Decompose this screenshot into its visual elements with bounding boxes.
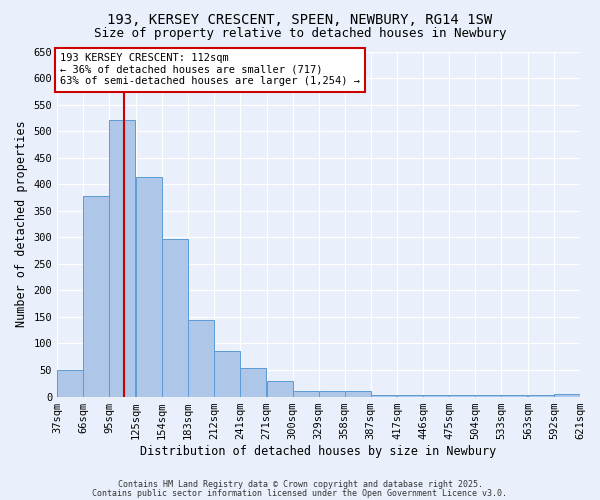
Bar [109,120,135,396]
Text: Contains HM Land Registry data © Crown copyright and database right 2025.: Contains HM Land Registry data © Crown c… [118,480,482,489]
Bar [266,381,293,396]
Bar [293,392,319,396]
Text: 193, KERSEY CRESCENT, SPEEN, NEWBURY, RG14 1SW: 193, KERSEY CRESCENT, SPEEN, NEWBURY, RG… [107,12,493,26]
Bar [188,320,214,396]
Bar [424,395,449,396]
Bar [136,178,162,396]
Bar [344,392,371,396]
Bar [475,395,501,396]
Text: Contains public sector information licensed under the Open Government Licence v3: Contains public sector information licen… [92,488,508,498]
Bar [240,368,266,396]
Text: Size of property relative to detached houses in Newbury: Size of property relative to detached ho… [94,28,506,40]
Bar [501,395,527,396]
Bar [554,394,580,396]
Bar [449,395,475,396]
Bar [83,196,109,396]
Bar [214,351,240,397]
Bar [371,395,397,396]
Bar [162,239,188,396]
Bar [397,395,424,396]
Bar [528,395,554,396]
X-axis label: Distribution of detached houses by size in Newbury: Distribution of detached houses by size … [140,444,497,458]
Bar [57,370,83,396]
Text: 193 KERSEY CRESCENT: 112sqm
← 36% of detached houses are smaller (717)
63% of se: 193 KERSEY CRESCENT: 112sqm ← 36% of det… [60,53,360,86]
Y-axis label: Number of detached properties: Number of detached properties [15,120,28,328]
Bar [319,392,344,396]
